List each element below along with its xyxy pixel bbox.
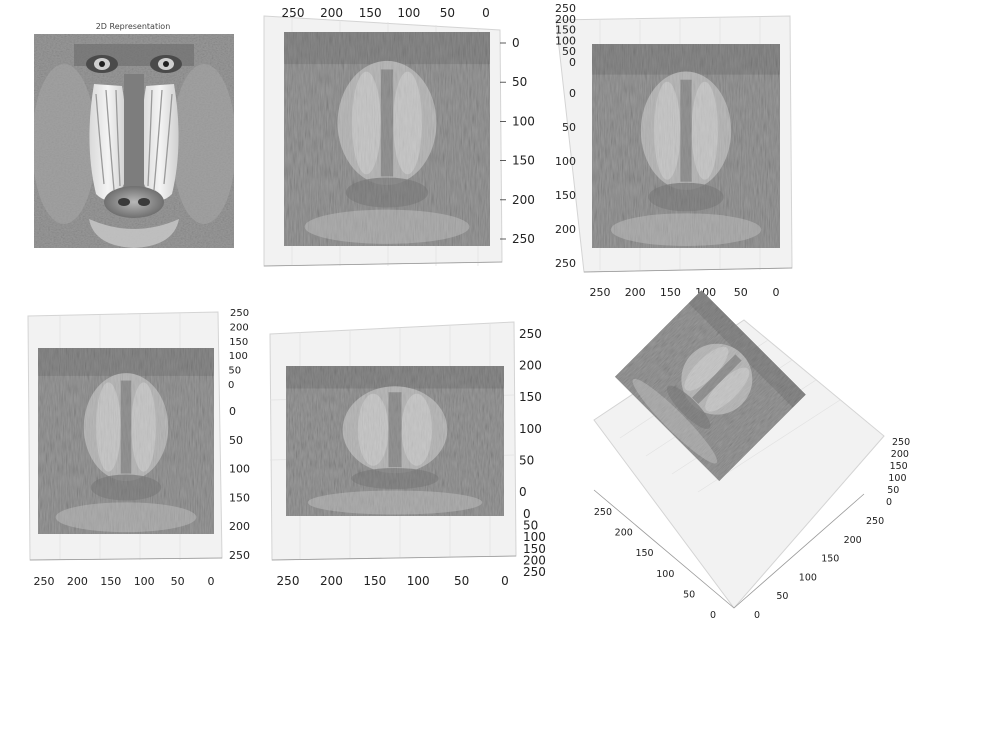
panel-surface-front-2-y-tick-label: 100 (229, 463, 250, 476)
panel-surface-iso-x-tick-label: 200 (844, 535, 862, 546)
mandrill-image (32, 34, 236, 248)
panel-surface-top-y-tick-label: 250 (512, 232, 535, 246)
panel-surface-front-2-x-tick-label: 200 (67, 575, 88, 588)
panel-surface-front-y-tick-label: 100 (555, 155, 576, 168)
panel-surface-front-y-tick-label: 50 (562, 121, 576, 134)
panel-surface-low-z-tick-label: 200 (519, 359, 542, 373)
panel-surface-low: 250 200 150 100 50 00501001502002500501001502… (269, 321, 546, 588)
panel-surface-low-z-tick-label: 100 (519, 422, 542, 436)
panel-surface-low-y-tick-label: 50 (523, 519, 538, 533)
panel-surface-low-z-tick-label: 50 (519, 453, 534, 467)
panel-surface-iso-z-tick-label: 0 (886, 497, 892, 508)
panel-surface-front-surface (592, 44, 780, 248)
panel-surface-iso-x-tick-label: 250 (866, 516, 884, 527)
panel-surface-iso-y-tick-label: 100 (656, 569, 674, 580)
panel-surface-front-2-z-tick-label: 100 (229, 351, 248, 362)
panel-surface-iso-z-tick-label: 150 (890, 461, 908, 472)
panel-surface-iso-y-tick-label: 150 (635, 548, 653, 559)
panel-surface-low-y-tick-label: 200 (523, 553, 546, 567)
panel-surface-front-2-y-tick-label: 0 (229, 405, 236, 418)
panel-surface-top-y-tick-label: 50 (512, 75, 527, 89)
panel-surface-low-x-tick-label: 250 (277, 574, 300, 588)
panel-surface-low-z-tick-label: 250 (519, 327, 542, 341)
panel-surface-front: 250 200 150 100 50 00501001502002500501001502… (555, 2, 793, 299)
panel-surface-top-x-tick-label: 50 (440, 6, 455, 20)
panel-surface-front-y-tick-label: 250 (555, 257, 576, 270)
panel-surface-iso-z-tick-label: 100 (888, 473, 906, 484)
panel-surface-front-2-y-tick-label: 250 (229, 549, 250, 562)
panel-surface-low-x-tick-label: 50 (454, 574, 469, 588)
panel-surface-front-y-tick-label: 200 (555, 223, 576, 236)
panel-surface-low-y-tick-label: 100 (523, 530, 546, 544)
panel-surface-front-z-tick-label: 100 (555, 34, 576, 47)
panel-surface-front-2-x-tick-label: 100 (134, 575, 155, 588)
panel-surface-top-x-tick-label: 0 (482, 6, 490, 20)
panel-surface-iso: 0501001502002502502001501005000501001502… (593, 290, 910, 621)
panel-surface-front-z-tick-label: 0 (569, 56, 576, 69)
panel-surface-top-y-tick-label: 0 (512, 36, 520, 50)
panel-surface-top-surface (284, 32, 490, 246)
panel-surface-top-x-tick-label: 250 (282, 6, 305, 20)
panel-surface-iso-x-tick-label: 150 (821, 554, 839, 565)
panel-surface-low-z-tick-label: 150 (519, 390, 542, 404)
panel-surface-front-2-y-tick-label: 150 (229, 491, 250, 504)
panel-surface-top-axis-line (263, 261, 503, 267)
panel-2d-title: 2D Representation (96, 22, 171, 31)
panel-surface-top-x-tick-label: 100 (397, 6, 420, 20)
panel-surface-top-y-tick-label: 150 (512, 154, 535, 168)
panel-surface-top-y-tick-label: 200 (512, 193, 535, 207)
panel-surface-front-2-x-tick-label: 150 (100, 575, 121, 588)
panel-surface-front-z-tick-label: 50 (562, 45, 576, 58)
panel-surface-top-x-tick-label: 200 (320, 6, 343, 20)
panel-surface-front-2-x-tick-label: 250 (34, 575, 55, 588)
panel-surface-front-y-tick-label: 0 (569, 87, 576, 100)
panel-2d: 2D Representation (32, 22, 236, 248)
panel-surface-front-x-tick-label: 50 (734, 286, 748, 299)
panel-surface-front-2-x-tick-label: 0 (208, 575, 215, 588)
panel-surface-iso-y-tick-label: 250 (594, 507, 612, 518)
panel-surface-iso-x-tick-label: 0 (754, 610, 760, 621)
panel-surface-front-y-tick-label: 150 (555, 189, 576, 202)
panel-surface-front-x-tick-label: 0 (773, 286, 780, 299)
panel-surface-low-x-tick-label: 150 (363, 574, 386, 588)
panel-surface-iso-x-tick-label: 50 (776, 591, 788, 602)
panel-surface-iso-y-tick-label: 0 (710, 610, 716, 621)
panel-surface-iso-z-tick-label: 250 (892, 437, 910, 448)
panel-surface-front-2-z-tick-label: 250 (230, 308, 249, 319)
panel-surface-low-y-tick-label: 150 (523, 542, 546, 556)
panel-surface-front-x-tick-label: 150 (660, 286, 681, 299)
panel-surface-top: 250 200 150 100 50 0 0 50 100 150 200 250 (263, 6, 535, 267)
panel-surface-front-2-x-tick-label: 50 (171, 575, 185, 588)
panel-surface-low-x-tick-label: 100 (407, 574, 430, 588)
panel-surface-front-z-tick-label: 200 (555, 13, 576, 26)
panel-surface-front-2-y-tick-label: 50 (229, 434, 243, 447)
panel-surface-low-x-tick-label: 0 (501, 574, 509, 588)
panel-surface-front-2-surface (38, 348, 214, 534)
panel-surface-top-x-tick-label: 150 (359, 6, 382, 20)
panel-surface-iso-y-tick-label: 50 (683, 589, 695, 600)
panel-surface-iso-y-tick-label: 200 (615, 528, 633, 539)
panel-surface-low-x-tick-label: 200 (320, 574, 343, 588)
panel-surface-front-x-tick-label: 250 (590, 286, 611, 299)
panel-surface-front-2-z-tick-label: 200 (230, 322, 249, 333)
panel-surface-low-y-tick-label: 0 (523, 507, 531, 521)
panel-surface-front-z-tick-label: 250 (555, 2, 576, 15)
panel-surface-iso-z-tick-label: 50 (887, 485, 899, 496)
panel-surface-iso-z-tick-label: 200 (891, 449, 909, 460)
panel-surface-low-y-tick-label: 250 (523, 565, 546, 579)
panel-surface-front-2-y-tick-label: 200 (229, 520, 250, 533)
panel-surface-top-y-tick-label: 100 (512, 114, 535, 128)
panel-surface-low-z-tick-label: 0 (519, 485, 527, 499)
panel-surface-front-2-z-tick-label: 150 (229, 337, 248, 348)
panel-surface-front-2: 250 200 150 100 50 0 0 50 100 150 200 250 0 50 100 150 2… (27, 308, 250, 588)
panel-surface-front-2-z-tick-label: 0 (228, 380, 234, 391)
panel-surface-front-2-z-tick-label: 50 (228, 366, 241, 377)
panel-surface-iso-x-tick-label: 100 (799, 572, 817, 583)
panel-surface-front-x-tick-label: 200 (625, 286, 646, 299)
panel-surface-front-z-tick-label: 150 (555, 24, 576, 37)
panel-surface-low-surface (286, 366, 504, 516)
